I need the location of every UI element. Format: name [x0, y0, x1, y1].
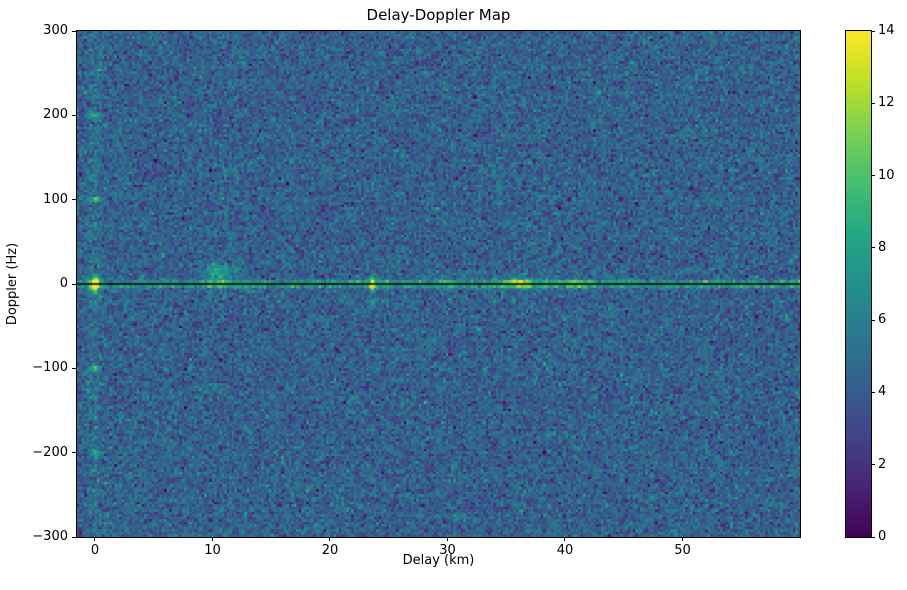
y-tick-label: −200 [32, 444, 68, 460]
colorbar-tick-label: 12 [878, 95, 895, 111]
colorbar-tick-label: 10 [878, 167, 895, 183]
colorbar-tick-label: 0 [878, 529, 887, 544]
colorbar-tick-label: 14 [878, 23, 895, 38]
x-axis-label: Delay (km) [402, 553, 475, 568]
colorbar-tick-label: 8 [878, 239, 887, 255]
colorbar-tick-label: 6 [878, 312, 887, 328]
axes-border [76, 30, 801, 538]
y-tick-label: 200 [43, 107, 68, 123]
colorbar-tick-label: 2 [878, 456, 887, 472]
colorbar-tick-label: 4 [878, 384, 887, 400]
y-axis-label: Doppler (Hz) [5, 242, 20, 326]
y-tick-label: 300 [43, 23, 68, 38]
y-tick-label: −300 [32, 529, 68, 544]
heatmap-canvas [77, 31, 800, 537]
colorbar [845, 30, 872, 538]
chart-title: Delay-Doppler Map [366, 6, 511, 24]
